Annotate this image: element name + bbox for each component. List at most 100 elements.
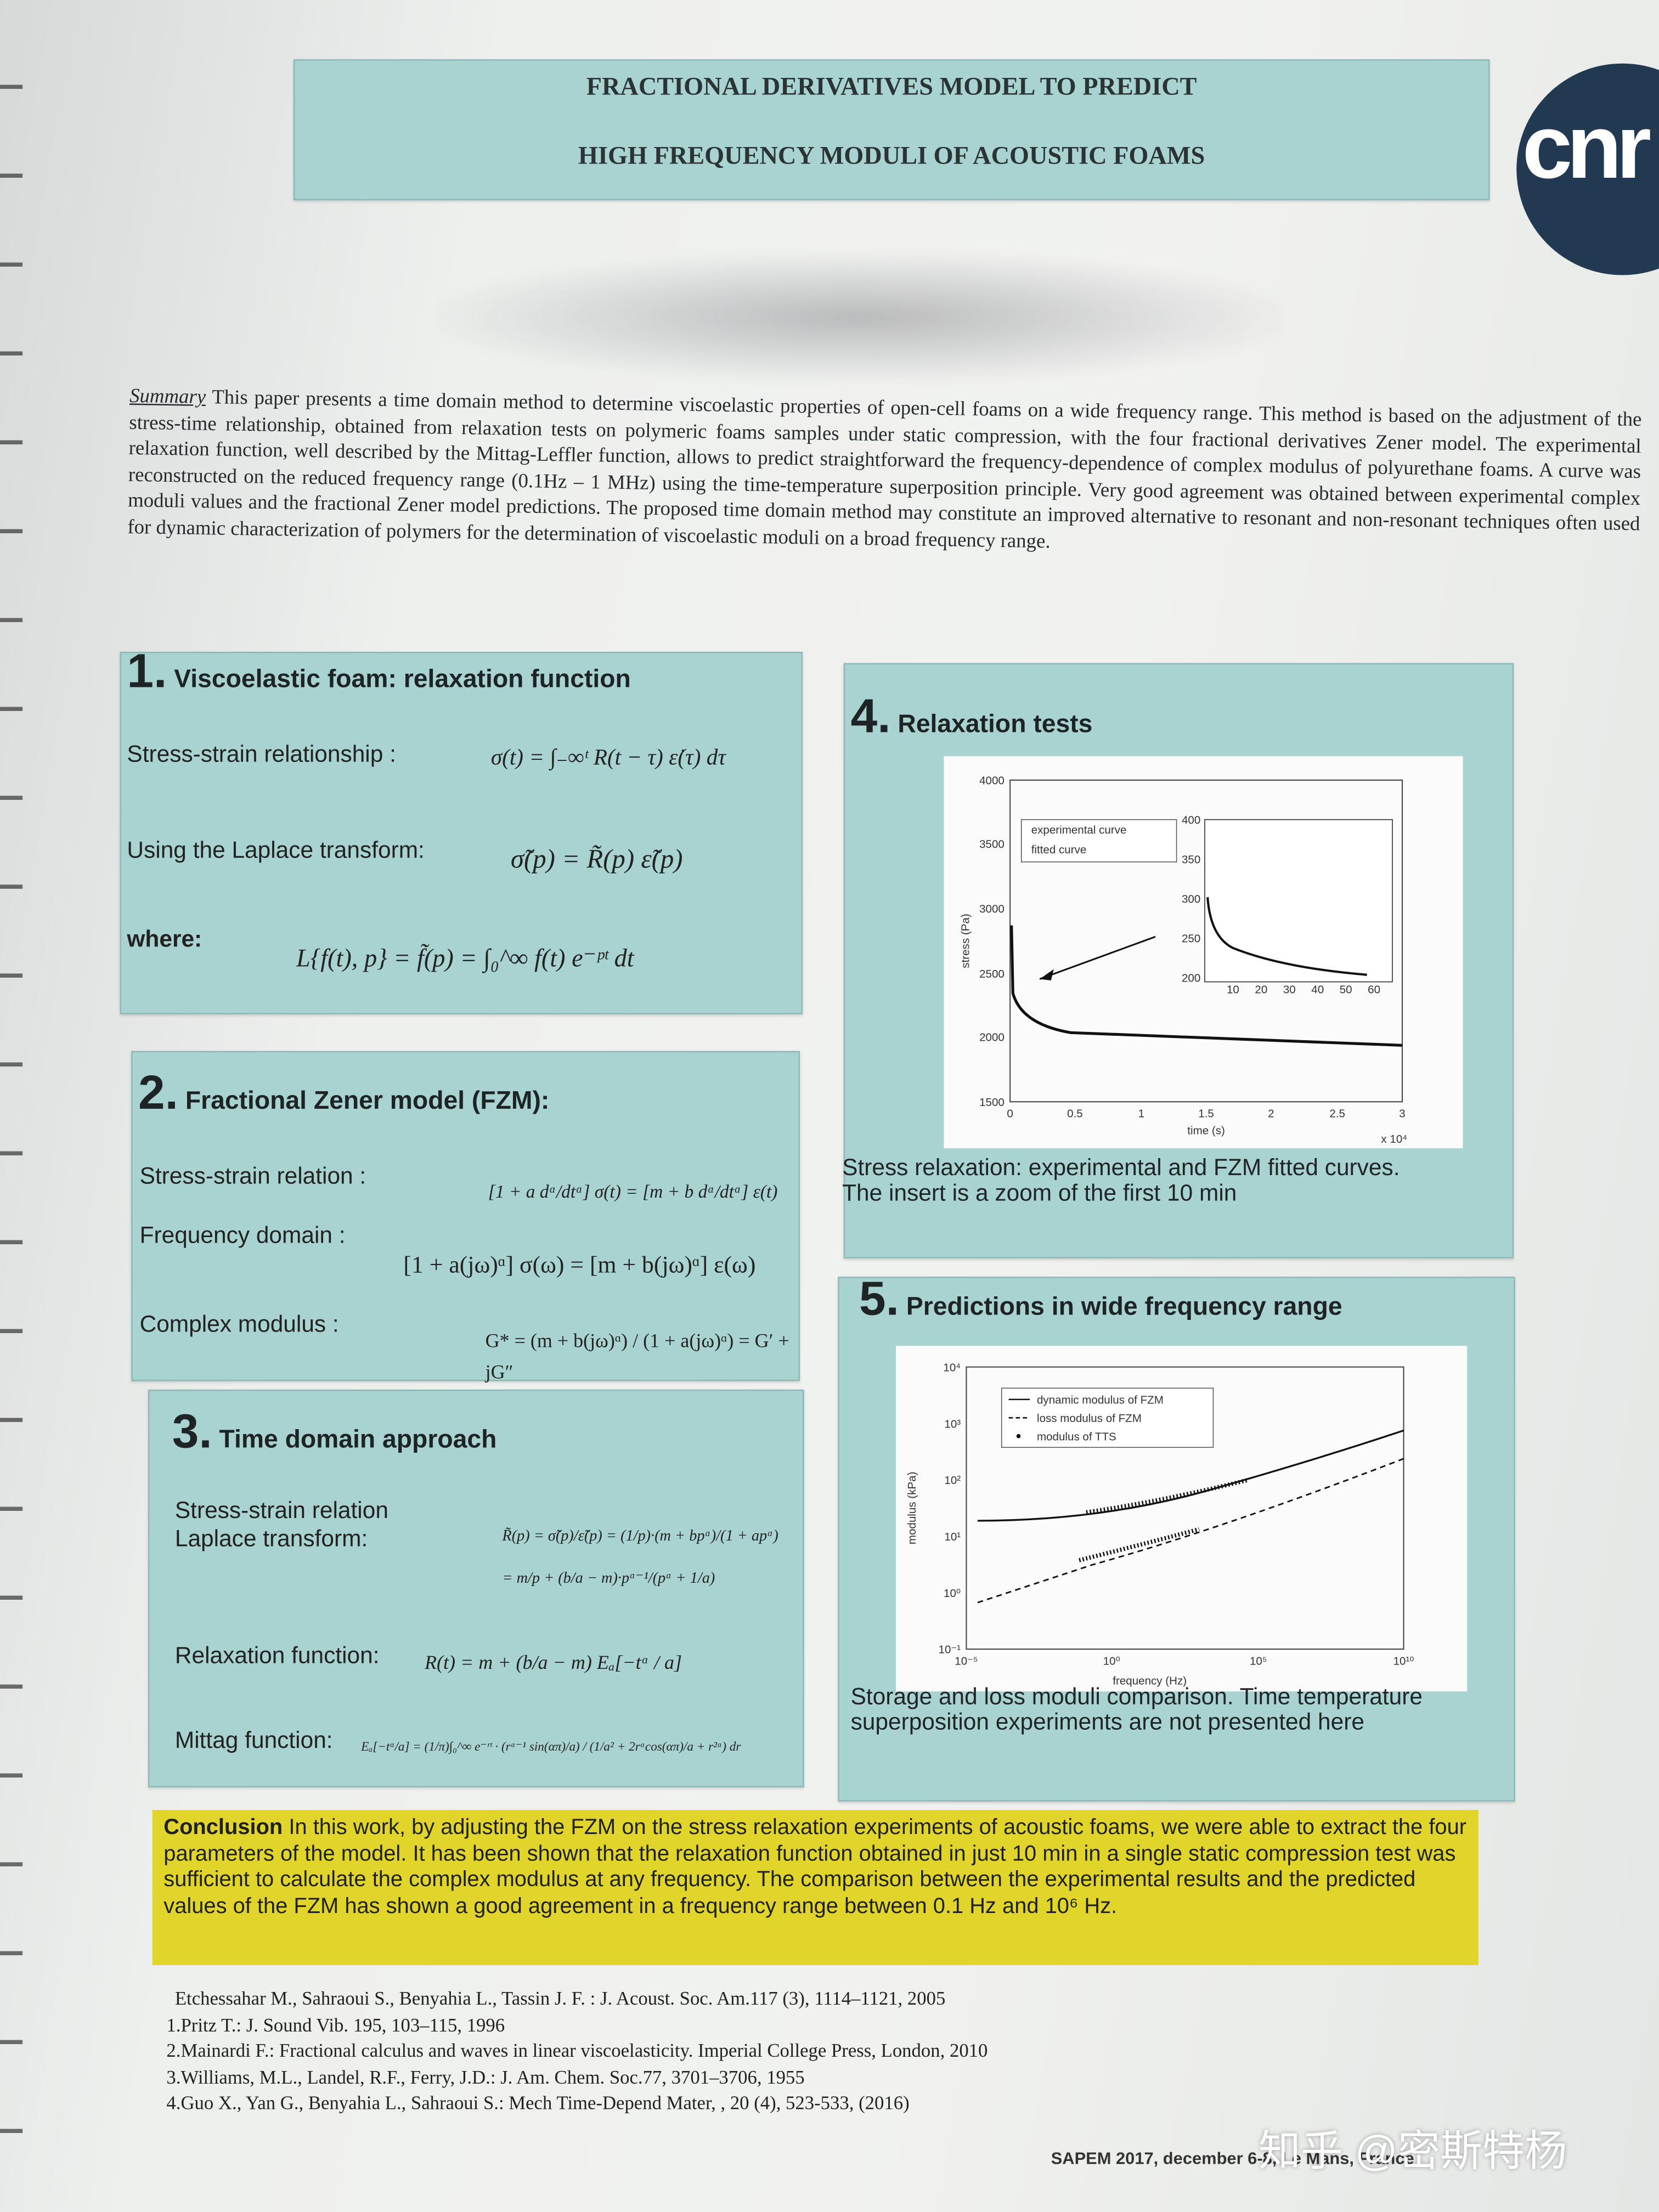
legend-entry: dynamic modulus of FZM <box>1037 1394 1164 1407</box>
formula: G* = (m + b(jω)ᵅ) / (1 + a(jω)ᵅ) = G′ + … <box>485 1331 789 1384</box>
inset-curve <box>1206 897 1367 976</box>
x-axis-label: frequency (Hz) <box>1113 1674 1187 1687</box>
legend-entry: modulus of TTS <box>1037 1430 1116 1443</box>
formula: [1 + a dᵅ/dtᵅ] σ(t) = [m + b dᵅ/dtᵅ] ε(t… <box>488 1181 778 1202</box>
reference: 2.Mainardi F.: Fractional calculus and w… <box>166 2040 988 2061</box>
section-title: Fractional Zener model (FZM): <box>185 1086 550 1115</box>
section-heading: 1. Viscoelastic foam: relaxation functio… <box>127 645 630 699</box>
y-axis-label: stress (Pa) <box>960 913 972 968</box>
section-title: Viscoelastic foam: relaxation function <box>174 664 631 693</box>
section-heading: 2. Fractional Zener model (FZM): <box>138 1066 549 1121</box>
relaxation-figure: 4000 3500 3000 2500 2000 1500 0 0.5 1 1.… <box>944 756 1463 1149</box>
legend-entry: fitted curve <box>1031 844 1087 856</box>
axes-frame <box>1009 779 1403 1103</box>
reference: 4.Guo X., Yan G., Benyahia L., Sahraoui … <box>166 2092 910 2113</box>
title-box: FRACTIONAL DERIVATIVES MODEL TO PREDICT … <box>293 59 1490 201</box>
x-tick-label: 10¹⁰ <box>1393 1655 1414 1667</box>
section-heading: 4. Relaxation tests <box>851 690 1093 744</box>
legend-box <box>1020 819 1177 862</box>
x-tick-label: 2.5 <box>1329 1108 1345 1120</box>
section-heading: 5. Predictions in wide frequency range <box>859 1272 1342 1327</box>
formula: Eₐ[−tᵅ/a] = (1/π)∫₀^∞ e⁻ʳᵗ · (rᵅ⁻¹ sin(α… <box>361 1739 741 1754</box>
prediction-figure: 10⁴ 10³ 10² 10¹ 10⁰ 10⁻¹ 10⁻⁵ 10⁰ 10⁵ 10… <box>895 1346 1468 1692</box>
y-tick-label: 2000 <box>979 1031 1005 1044</box>
section-number: 1. <box>127 645 167 698</box>
references: Etchessahar M., Sahraoui S., Benyahia L.… <box>166 1987 1295 2117</box>
inset-y-tick-label: 400 <box>1182 814 1200 827</box>
axes-frame <box>966 1366 1404 1650</box>
formula: R̃(p) = σ̃(p)/ε̃(p) = (1/p)·(m + bpᵅ)/(1… <box>502 1527 778 1587</box>
y-tick-label: 10³ <box>944 1418 961 1430</box>
section-number: 5. <box>859 1272 899 1327</box>
section-number: 2. <box>138 1066 178 1120</box>
logo-text: cnr <box>1522 95 1651 198</box>
row-label: Complex modulus : <box>139 1312 339 1338</box>
x-tick-label: 0.5 <box>1067 1108 1083 1120</box>
figure-caption: Storage and loss moduli comparison. Time… <box>850 1684 1423 1735</box>
row-label: Frequency domain : <box>139 1223 346 1249</box>
inset-frame <box>1204 819 1393 983</box>
board-edge <box>0 0 23 2212</box>
y-tick-label: 3500 <box>979 838 1005 850</box>
x-tick-label: 10⁰ <box>1103 1655 1120 1667</box>
x-tick-label: 1 <box>1138 1108 1144 1120</box>
section-heading: 3. Time domain approach <box>172 1405 497 1460</box>
row-label: Using the Laplace transform: <box>127 838 425 864</box>
legend-swatch <box>1016 1434 1021 1438</box>
inset-x-tick-label: 40 <box>1311 983 1324 996</box>
section-5: 5. Predictions in wide frequency range 1… <box>838 1272 1515 1802</box>
summary-label: Summary <box>129 385 206 409</box>
legend-entry: loss modulus of FZM <box>1037 1412 1142 1425</box>
y-tick-label: 4000 <box>979 775 1005 787</box>
x-multiplier: x 10⁴ <box>1381 1133 1407 1146</box>
section-number: 4. <box>850 690 891 744</box>
title-line: FRACTIONAL DERIVATIVES MODEL TO PREDICT <box>586 72 1197 100</box>
row-label: Stress-strain relation Laplace transform… <box>174 1498 388 1552</box>
inset-x-tick-label: 60 <box>1368 983 1380 996</box>
arrow <box>1039 935 1156 980</box>
reference: 1.Pritz T.: J. Sound Vib. 195, 103–115, … <box>166 2013 505 2035</box>
x-tick-label: 10⁻⁵ <box>955 1655 978 1667</box>
y-tick-label: 10⁰ <box>944 1587 961 1600</box>
y-axis-label: modulus (kPa) <box>906 1472 918 1545</box>
x-tick-label: 10⁵ <box>1250 1655 1267 1667</box>
formula: σ(t) = ∫₋∞ᵗ R(t − τ) ε̇(τ) dτ <box>490 746 726 770</box>
inset-y-tick-label: 350 <box>1182 854 1200 866</box>
title-line: HIGH FREQUENCY MODULI OF ACOUSTIC FOAMS <box>578 141 1205 170</box>
section-title: Predictions in wide frequency range <box>906 1292 1342 1321</box>
row-label: where: <box>127 927 202 952</box>
relaxation-curve <box>1010 925 1403 1047</box>
loss-modulus-curve <box>977 1458 1404 1604</box>
x-tick-label: 3 <box>1399 1108 1405 1120</box>
formula: L{f(t), p} = f̃(p) = ∫₀^∞ f(t) e⁻ᵖᵗ dt <box>296 944 634 972</box>
formula: [1 + a(jω)ᵅ] σ(ω) = [m + b(jω)ᵅ] ε(ω) <box>403 1251 756 1278</box>
logo: cnr <box>1516 63 1659 275</box>
section-1: 1. Viscoelastic foam: relaxation functio… <box>120 645 803 1014</box>
x-axis-label: time (s) <box>1187 1124 1225 1137</box>
row-label: Mittag function: <box>174 1728 333 1754</box>
tts-points <box>1079 1477 1249 1562</box>
inset-x-tick-label: 20 <box>1255 983 1267 996</box>
inset-x-tick-label: 50 <box>1340 983 1352 996</box>
inset-x-tick-label: 30 <box>1283 983 1296 996</box>
summary: Summary This paper presents a time domai… <box>127 383 1642 564</box>
section-title: Relaxation tests <box>898 709 1093 738</box>
y-tick-label: 2500 <box>979 968 1005 980</box>
conclusion: Conclusion In this work, by adjusting th… <box>152 1810 1479 1965</box>
y-tick-label: 10¹ <box>944 1531 961 1543</box>
figure-caption: Stress relaxation: experimental and FZM … <box>842 1155 1400 1206</box>
y-tick-label: 10² <box>944 1474 961 1487</box>
y-tick-label: 10⁴ <box>943 1361 961 1374</box>
section-3: 3. Time domain approach Stress-strain re… <box>148 1389 804 1787</box>
watermark: 知乎 @密斯特杨 <box>1258 2129 1567 2176</box>
reference: Etchessahar M., Sahraoui S., Benyahia L.… <box>174 1988 946 2009</box>
blurred-authors <box>437 253 1284 381</box>
x-tick-label: 1.5 <box>1198 1108 1214 1120</box>
summary-text: This paper presents a time domain method… <box>127 386 1642 553</box>
inset-y-tick-label: 200 <box>1182 972 1200 985</box>
inset-x-tick-label: 10 <box>1227 983 1239 996</box>
section-title: Time domain approach <box>219 1425 497 1453</box>
inset-y-tick-label: 250 <box>1182 933 1200 945</box>
